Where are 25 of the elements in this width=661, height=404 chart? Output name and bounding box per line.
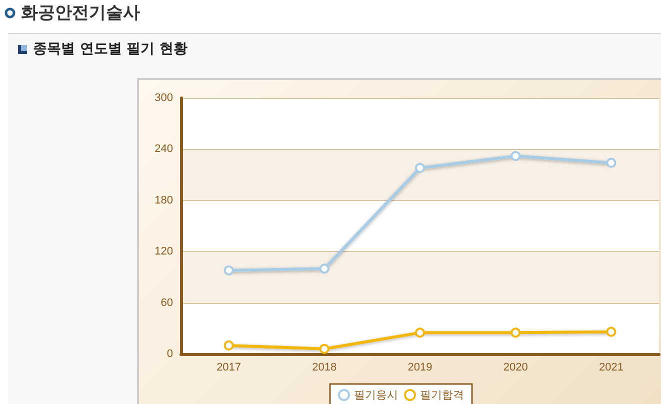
chart-title: 화공안전기술사 [21, 2, 140, 24]
point [415, 162, 425, 173]
y-tick-label: 120 [154, 246, 173, 258]
point [510, 328, 521, 338]
x-tick-label: 2017 [216, 362, 242, 374]
point [319, 344, 330, 354]
x-tick-label: 2021 [598, 362, 624, 374]
point [606, 158, 616, 168]
point [319, 264, 330, 274]
point [510, 151, 521, 162]
x-tick-label: 2018 [312, 362, 337, 374]
legend-label: 필기합격 [420, 388, 464, 402]
point [415, 328, 425, 338]
legend-label: 필기응시 [354, 388, 398, 402]
y-tick-label: 60 [160, 296, 173, 309]
chart-subtitle: 종목별 연도별 필기 현황 [33, 40, 188, 58]
x-tick-label: 2019 [408, 362, 432, 374]
y-tick-label: 180 [154, 194, 173, 206]
point [224, 265, 234, 276]
y-tick-label: 240 [154, 143, 173, 156]
point [224, 340, 234, 350]
point [606, 326, 616, 337]
y-tick-label: 0 [166, 348, 173, 360]
x-tick-label: 2020 [503, 362, 528, 374]
y-tick-label: 300 [154, 92, 173, 104]
